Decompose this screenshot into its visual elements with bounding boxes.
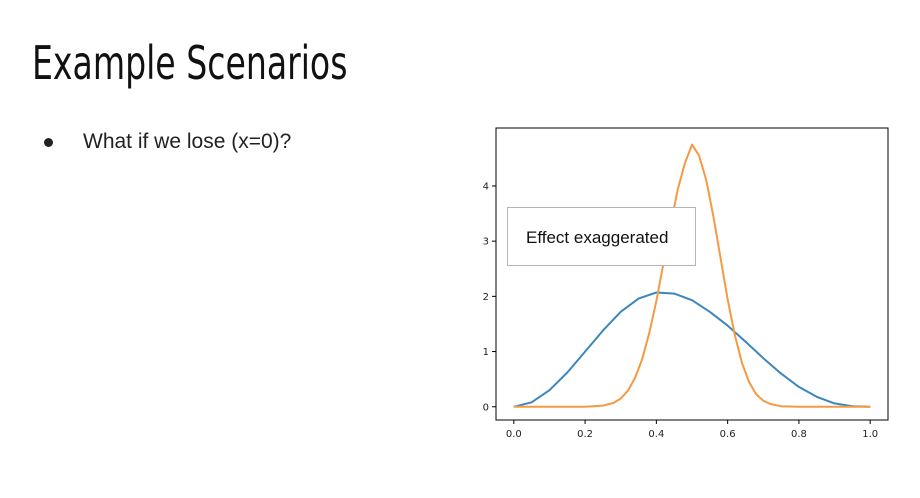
y-tick-label: 4 bbox=[483, 181, 489, 192]
series-line-2 bbox=[513, 143, 871, 408]
series-line-1 bbox=[513, 291, 871, 408]
x-tick-label: 0.4 bbox=[648, 429, 664, 440]
y-tick-label: 3 bbox=[483, 237, 489, 248]
bullet-text: What if we lose (x=0)? bbox=[83, 130, 292, 153]
annotation-text: Effect exaggerated bbox=[526, 228, 669, 247]
y-tick-label: 1 bbox=[483, 347, 489, 358]
x-tick-label: 0.2 bbox=[577, 429, 593, 440]
chart-annotation: Effect exaggerated bbox=[507, 207, 696, 266]
bullet-list: What if we lose (x=0)? bbox=[38, 130, 291, 154]
slide-title: Example Scenarios bbox=[32, 36, 348, 90]
bullet-dot-icon bbox=[44, 137, 53, 147]
x-tick-label: 0.0 bbox=[506, 429, 522, 440]
x-tick-label: 1.0 bbox=[862, 429, 878, 440]
plot-frame bbox=[495, 127, 889, 421]
x-tick-label: 0.8 bbox=[791, 429, 807, 440]
y-tick-label: 0 bbox=[483, 402, 489, 413]
bullet-item: What if we lose (x=0)? bbox=[38, 130, 291, 154]
y-tick-label: 2 bbox=[483, 292, 489, 303]
x-tick-label: 0.6 bbox=[720, 429, 736, 440]
